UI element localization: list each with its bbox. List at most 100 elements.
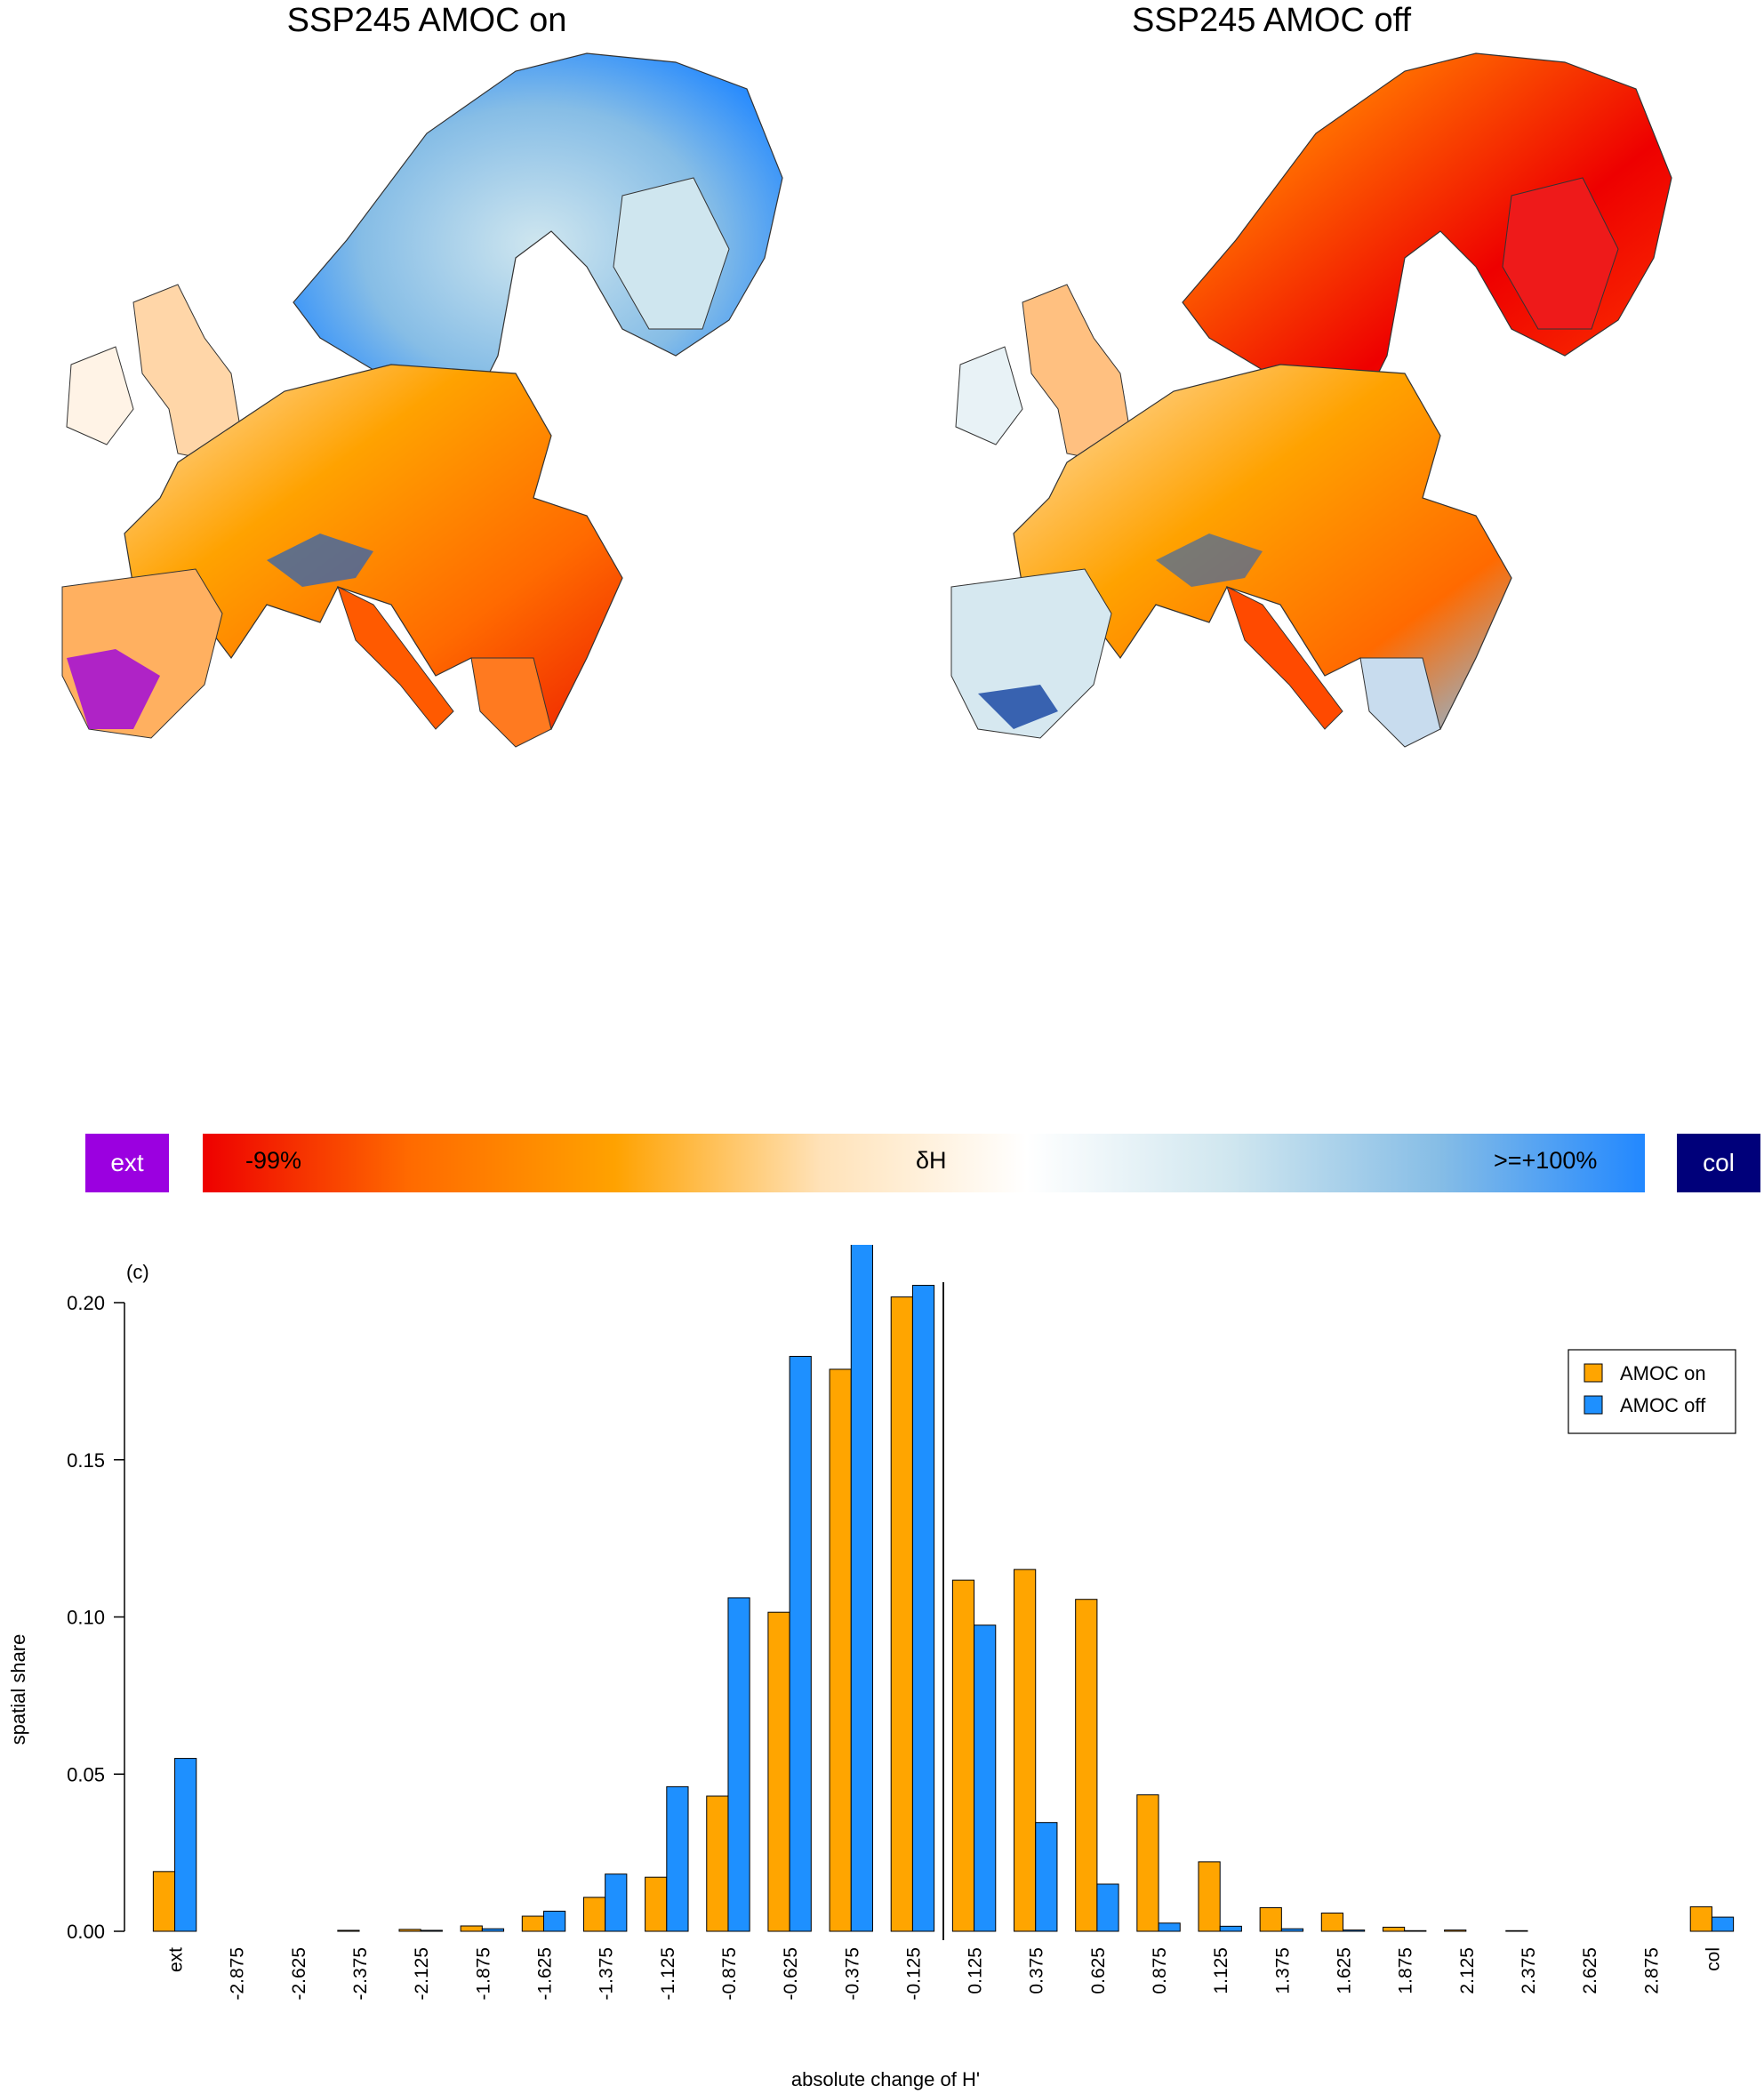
bar-amoc-off — [850, 1245, 873, 1932]
x-tick-label: 1.125 — [1211, 1947, 1231, 1994]
y-axis-label: spatial share — [7, 1634, 29, 1745]
bar-amoc-off — [543, 1910, 566, 1932]
legend-entry: AMOC on — [1620, 1362, 1706, 1384]
x-tick-label: 2.375 — [1519, 1947, 1539, 1994]
chart-legend: AMOC on AMOC off — [1568, 1349, 1736, 1434]
bar-amoc-on — [1259, 1906, 1282, 1932]
scandinavia-region — [1182, 52, 1672, 437]
x-tick-label: 0.375 — [1027, 1947, 1047, 1994]
y-tick-label: 0.00 — [67, 1921, 105, 1943]
x-tick-label: -2.375 — [350, 1947, 371, 2001]
histogram-chart: (c) spatial share absolute change of H' … — [7, 1245, 1736, 2090]
bar-amoc-off — [1404, 1930, 1427, 1932]
x-tick-label: 1.375 — [1272, 1947, 1293, 1994]
iberia-region — [950, 568, 1112, 739]
bar-amoc-on — [1198, 1861, 1221, 1932]
legend-swatch — [1584, 1363, 1603, 1383]
right-map-title: SSP245 AMOC off — [1131, 2, 1412, 39]
y-tick-label: 0.15 — [67, 1449, 105, 1472]
bar-amoc-on — [1444, 1930, 1467, 1932]
bar-amoc-off — [174, 1758, 197, 1932]
map-amoc-off — [950, 52, 1672, 748]
x-tick-label: -2.125 — [412, 1947, 432, 2001]
legend-ext-box: ext — [85, 1134, 169, 1192]
bar-amoc-on — [152, 1871, 176, 1932]
map-amoc-on — [61, 52, 783, 748]
x-axis-label: absolute change of H' — [791, 2068, 980, 2090]
legend-col-label: col — [1703, 1149, 1735, 1176]
legend-swatch — [1584, 1395, 1603, 1415]
x-tick-label: -0.875 — [719, 1947, 740, 2001]
bar-amoc-off — [1343, 1930, 1366, 1932]
legend-max-label: >=+100% — [1494, 1147, 1598, 1174]
italy-balkans-region — [1226, 586, 1441, 748]
iberia-region — [61, 568, 223, 739]
bar-amoc-on — [1014, 1568, 1037, 1932]
legend-entry: AMOC off — [1620, 1394, 1706, 1416]
bar-amoc-off — [1219, 1925, 1242, 1932]
british-isles-region — [66, 284, 241, 463]
bar-amoc-on — [460, 1925, 483, 1932]
bar-amoc-on — [1689, 1905, 1712, 1932]
bar-amoc-off — [727, 1597, 750, 1932]
bar-amoc-on — [1075, 1599, 1098, 1932]
legend-mid-label: δH — [916, 1147, 947, 1174]
y-tick-label: 0.20 — [67, 1292, 105, 1314]
bar-amoc-off — [1035, 1822, 1058, 1932]
bar-amoc-off — [974, 1625, 997, 1932]
legend-col-box: col — [1677, 1134, 1760, 1192]
panel-label: (c) — [126, 1261, 149, 1283]
bars-group — [152, 1245, 1735, 1940]
x-tick-label: 0.875 — [1150, 1947, 1170, 1994]
bar-amoc-on — [1320, 1912, 1343, 1932]
x-tick-label: -0.625 — [781, 1947, 801, 2001]
bar-amoc-off — [1096, 1883, 1119, 1932]
x-tick-label: 0.625 — [1088, 1947, 1109, 1994]
x-tick-label: col — [1703, 1947, 1723, 1971]
bar-amoc-on — [582, 1897, 606, 1932]
x-tick-label: 2.625 — [1580, 1947, 1600, 1994]
legend-color-bar — [203, 1134, 1645, 1192]
bar-amoc-on — [337, 1930, 360, 1932]
bar-amoc-off — [666, 1785, 689, 1932]
x-tick-label: -0.375 — [842, 1947, 862, 2001]
x-tick-label: ext — [166, 1947, 187, 1972]
italy-balkans-region — [337, 586, 552, 748]
bar-amoc-off — [1158, 1922, 1181, 1932]
x-tick-label: 2.125 — [1457, 1947, 1478, 1994]
x-tick-label: 1.625 — [1335, 1947, 1355, 1994]
bar-amoc-on — [398, 1929, 421, 1932]
bar-amoc-off — [1280, 1928, 1304, 1932]
bar-amoc-on — [645, 1876, 668, 1932]
bar-amoc-on — [706, 1795, 729, 1932]
bar-amoc-off — [420, 1930, 443, 1932]
x-tick-label: -1.125 — [658, 1947, 678, 2001]
y-tick-label: 0.05 — [67, 1763, 105, 1785]
x-tick-label: -2.625 — [289, 1947, 309, 2001]
y-tick-label: 0.10 — [67, 1607, 105, 1629]
bar-amoc-off — [789, 1355, 812, 1932]
legend-min-label: -99% — [245, 1147, 302, 1174]
x-tick-label: -1.625 — [535, 1947, 556, 2001]
bar-amoc-on — [829, 1368, 852, 1932]
x-tick-labels: ext -2.875 -2.625 -2.375 -2.125 -1.875 -1.625 -… — [166, 1947, 1724, 2001]
x-tick-label: 2.875 — [1641, 1947, 1662, 1994]
british-isles-region — [955, 284, 1130, 463]
x-tick-label: 1.875 — [1396, 1947, 1416, 1994]
bar-amoc-off — [911, 1285, 935, 1932]
x-tick-label: -0.125 — [903, 1947, 924, 2001]
y-axis: 0.00 0.05 0.10 0.15 0.20 — [67, 1292, 125, 1943]
bar-amoc-off — [1711, 1916, 1735, 1932]
continental-europe-region — [124, 364, 623, 731]
bar-amoc-on — [951, 1579, 975, 1932]
bar-amoc-on — [521, 1915, 544, 1932]
x-tick-label: -1.875 — [473, 1947, 493, 2001]
bar-amoc-on — [1382, 1926, 1406, 1932]
bar-amoc-on — [767, 1611, 790, 1932]
bar-amoc-off — [481, 1928, 505, 1932]
x-tick-label: -1.375 — [597, 1947, 617, 2001]
legend-ext-label: ext — [110, 1149, 144, 1176]
x-tick-label: -2.875 — [228, 1947, 248, 2001]
x-tick-label: 0.125 — [966, 1947, 986, 1994]
left-map-title: SSP245 AMOC on — [286, 2, 567, 39]
